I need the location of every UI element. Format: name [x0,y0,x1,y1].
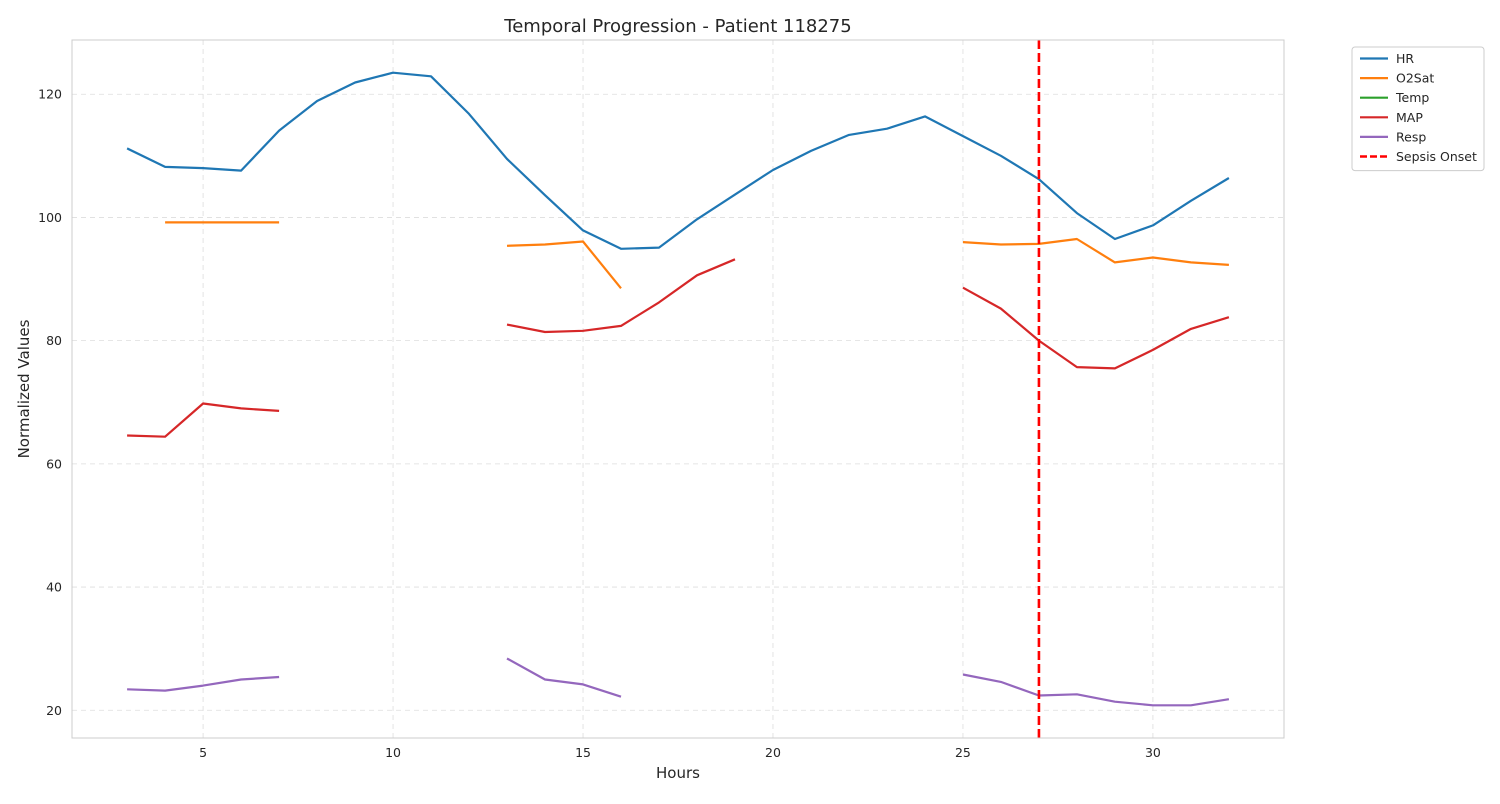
legend-label-temp: Temp [1395,90,1429,105]
series-line-resp [962,673,1230,707]
legend-label-o2sat: O2Sat [1396,71,1434,86]
x-tick-label: 10 [385,745,401,760]
series-line-hr [126,71,1230,250]
series-line-map [506,258,736,334]
series-line-o2sat [962,237,1229,266]
plot-area: 5 10 15 20 25 30 20 40 60 80 100 120 [38,39,1285,760]
y-axis-label: Normalized Values [15,319,33,458]
legend: HR O2Sat Temp MAP Resp Sepsis Onset [1351,46,1485,172]
series-line-resp [127,675,280,692]
y-tick-label: 80 [46,333,62,348]
series-line-o2sat [506,240,622,289]
y-tick-label: 120 [38,87,62,102]
y-tick-label: 100 [38,210,62,225]
series-line-map [127,402,280,438]
series-line-resp [506,657,622,698]
x-tick-label: 20 [765,745,781,760]
plot-background [72,40,1284,738]
y-tick-label: 20 [46,703,62,718]
x-tick-label: 30 [1145,745,1161,760]
x-axis-label: Hours [656,764,700,782]
legend-label-resp: Resp [1396,129,1426,144]
series-line-map [962,286,1230,370]
y-tick-label: 60 [46,456,62,471]
x-tick-label: 15 [575,745,591,760]
chart-title: Temporal Progression - Patient 118275 [503,16,851,37]
legend-label-map: MAP [1396,110,1423,125]
y-tick-label: 40 [46,580,62,595]
x-tick-label: 5 [199,745,207,760]
legend-label-hr: HR [1396,51,1414,66]
x-tick-label: 25 [955,745,971,760]
legend-label-sepsis-onset: Sepsis Onset [1396,149,1477,164]
axes-frame [71,39,1285,739]
